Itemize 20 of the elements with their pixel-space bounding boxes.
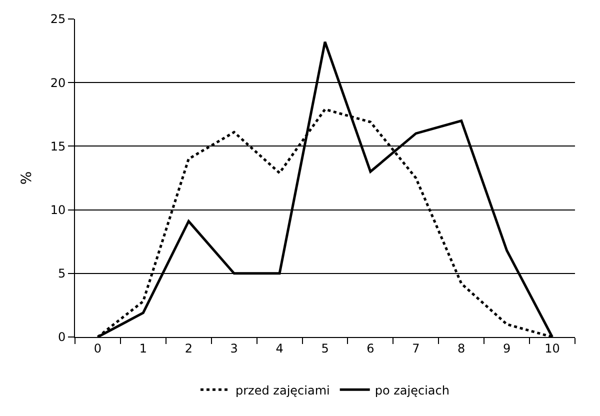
y-tick-label: 0 — [58, 330, 66, 344]
y-axis-title: % — [18, 171, 35, 185]
y-tick-label: 15 — [50, 139, 66, 154]
legend-label: przed zajęciami — [236, 383, 330, 398]
x-tick-label: 1 — [139, 341, 147, 356]
y-tick-label: 20 — [50, 76, 66, 90]
x-tick-label: 2 — [184, 341, 192, 356]
x-tick-label: 4 — [276, 341, 284, 356]
x-tick-label: 8 — [458, 341, 466, 356]
x-tick-label: 5 — [321, 341, 329, 356]
x-tick-label: 3 — [230, 341, 238, 356]
y-tick-label: 25 — [50, 12, 66, 26]
x-tick-label: 7 — [412, 341, 420, 356]
x-tick-label: 10 — [544, 341, 560, 356]
y-tick-label: 10 — [50, 203, 66, 217]
legend-label: po zajęciach — [374, 383, 450, 398]
x-tick-label: 9 — [503, 341, 511, 356]
x-tick-label: 0 — [94, 341, 102, 356]
x-tick-label: 6 — [366, 341, 374, 356]
y-tick-label: 5 — [58, 266, 66, 281]
